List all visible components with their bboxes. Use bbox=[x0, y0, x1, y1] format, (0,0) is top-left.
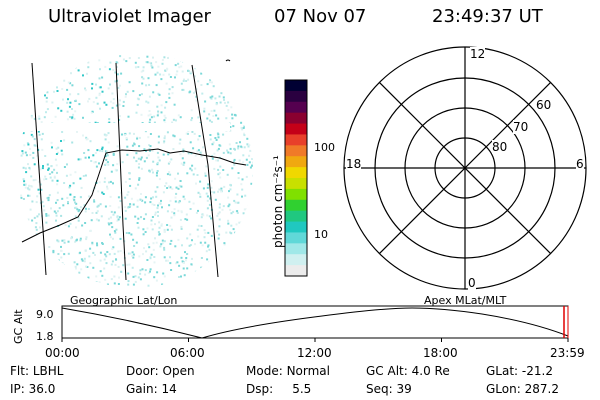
colorbar bbox=[284, 79, 308, 277]
colorbar-segment bbox=[285, 188, 307, 201]
longitude-line-3 bbox=[191, 64, 219, 278]
colorbar-segment bbox=[285, 232, 307, 244]
y-tick-1-8: 1.8 bbox=[36, 330, 54, 343]
info-door-key: Door: bbox=[126, 364, 159, 378]
colorbar-segment bbox=[285, 254, 307, 266]
info-gain: Gain: 14 bbox=[126, 382, 177, 396]
info-gain-value: 14 bbox=[161, 382, 177, 396]
x-tick-0000: 00:00 bbox=[45, 346, 80, 360]
data-gap-band bbox=[30, 123, 230, 131]
info-seq-key: Seq: bbox=[366, 382, 393, 396]
info-mode-value: Normal bbox=[286, 364, 330, 378]
coastline bbox=[21, 148, 247, 243]
time-label: 23:49:37 UT bbox=[432, 6, 543, 27]
colorbar-segment bbox=[285, 167, 307, 179]
x-tick-2359: 23:59 bbox=[550, 346, 585, 360]
lat-label-70: 70 bbox=[513, 120, 529, 134]
info-glon-value: 287.2 bbox=[524, 382, 559, 396]
geographic-image bbox=[20, 55, 253, 287]
colorbar-segment bbox=[285, 112, 307, 125]
timeline-frame bbox=[61, 305, 569, 339]
colorbar-segment bbox=[285, 145, 307, 157]
x-tick-1800: 18:00 bbox=[423, 346, 458, 360]
polar-diagonal-2 bbox=[378, 81, 552, 255]
polar-plot bbox=[343, 46, 587, 290]
info-glat-value: -21.2 bbox=[521, 364, 553, 378]
colorbar-segment bbox=[285, 156, 307, 168]
colorbar-segment bbox=[285, 221, 307, 233]
longitude-line-1 bbox=[31, 62, 47, 276]
colorbar-tick-100: 100 bbox=[314, 141, 335, 154]
info-flt: Flt: LBHL bbox=[10, 364, 63, 378]
mlt-label-18: 18 bbox=[346, 157, 362, 171]
mlt-label-0: 0 bbox=[468, 276, 476, 290]
longitude-line-2 bbox=[115, 62, 127, 281]
info-glon-key: GLon: bbox=[486, 382, 521, 396]
date-label: 07 Nov 07 bbox=[274, 6, 367, 27]
colorbar-segment bbox=[285, 101, 307, 114]
info-seq: Seq: 39 bbox=[366, 382, 412, 396]
colorbar-segment bbox=[285, 134, 307, 146]
info-dsp: Dsp: 5.5 bbox=[246, 382, 311, 396]
colorbar-segment bbox=[285, 123, 307, 135]
colorbar-segment bbox=[285, 199, 307, 212]
info-glat-key: GLat: bbox=[486, 364, 519, 378]
info-flt-key: Flt: bbox=[10, 364, 29, 378]
info-gc-alt: GC Alt: 4.0 Re bbox=[366, 364, 450, 378]
info-gc-alt-key: GC Alt: bbox=[366, 364, 408, 378]
info-door-value: Open bbox=[162, 364, 195, 378]
colorbar-unit-label: photon cm⁻²s⁻¹ bbox=[271, 155, 285, 248]
geographic-label: Geographic Lat/Lon bbox=[70, 294, 178, 307]
info-gc-alt-value: 4.0 Re bbox=[411, 364, 450, 378]
colorbar-tick-10: 10 bbox=[314, 228, 328, 241]
colorbar-segment bbox=[285, 80, 307, 92]
lat-label-60: 60 bbox=[536, 98, 552, 112]
x-tick-1200: 12:00 bbox=[297, 346, 332, 360]
colorbar-segment bbox=[285, 210, 307, 223]
info-gain-key: Gain: bbox=[126, 382, 158, 396]
info-glat: GLat: -21.2 bbox=[486, 364, 553, 378]
info-dsp-key: Dsp: bbox=[246, 382, 274, 396]
colorbar-segment bbox=[285, 265, 307, 277]
mlt-label-12: 12 bbox=[470, 47, 486, 61]
altitude-timeline-chart bbox=[61, 305, 569, 342]
info-door: Door: Open bbox=[126, 364, 195, 378]
info-ip-key: IP: bbox=[10, 382, 25, 396]
info-flt-value: LBHL bbox=[32, 364, 64, 378]
y-tick-9: 9.0 bbox=[36, 308, 54, 321]
gc-alt-axis-label: GC Alt bbox=[12, 309, 25, 344]
info-ip-value: 36.0 bbox=[28, 382, 56, 396]
info-mode-key: Mode: bbox=[246, 364, 283, 378]
info-mode: Mode: Normal bbox=[246, 364, 330, 378]
small-island bbox=[225, 59, 231, 62]
info-dsp-value: 5.5 bbox=[292, 382, 312, 396]
info-seq-value: 39 bbox=[396, 382, 412, 396]
apex-label: Apex MLat/MLT bbox=[424, 294, 507, 307]
altitude-curve bbox=[61, 307, 569, 339]
instrument-title: Ultraviolet Imager bbox=[48, 6, 211, 27]
x-tick-0600: 06:00 bbox=[170, 346, 205, 360]
uv-emission-speckle bbox=[20, 55, 253, 287]
mlt-label-6: 6 bbox=[576, 157, 584, 171]
info-ip: IP: 36.0 bbox=[10, 382, 55, 396]
lat-label-80: 80 bbox=[492, 140, 508, 154]
info-glon: GLon: 287.2 bbox=[486, 382, 559, 396]
colorbar-segment bbox=[285, 90, 307, 103]
colorbar-segment bbox=[285, 243, 307, 255]
colorbar-segment bbox=[285, 178, 307, 190]
